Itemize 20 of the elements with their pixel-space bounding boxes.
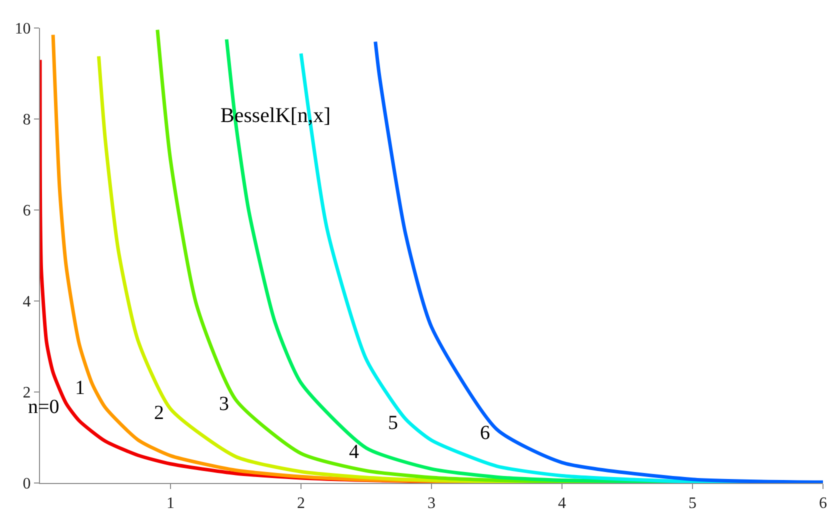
y-tick-label: 0: [22, 476, 31, 493]
x-tick-label: 1: [166, 495, 174, 512]
y-tick-label: 2: [22, 384, 31, 402]
series-label: n=0: [28, 396, 60, 418]
y-tick-label: 10: [14, 20, 31, 38]
x-tick-label: 4: [558, 495, 566, 512]
series-label: 2: [154, 402, 164, 424]
x-tick-label: 3: [428, 495, 436, 512]
x-tick-label: 2: [297, 495, 305, 512]
x-tick-label: 6: [819, 495, 827, 512]
series-label: 5: [388, 412, 398, 434]
series-label: 1: [75, 377, 85, 399]
y-tick-label: 8: [22, 112, 31, 129]
x-tick-label: 5: [688, 495, 696, 512]
series-label: 3: [219, 393, 229, 415]
series-label: 6: [480, 422, 490, 444]
y-tick-label: 4: [22, 294, 31, 311]
y-tick-label: 6: [22, 202, 31, 220]
line-series: [374, 40, 823, 483]
series-label: 4: [349, 441, 359, 463]
